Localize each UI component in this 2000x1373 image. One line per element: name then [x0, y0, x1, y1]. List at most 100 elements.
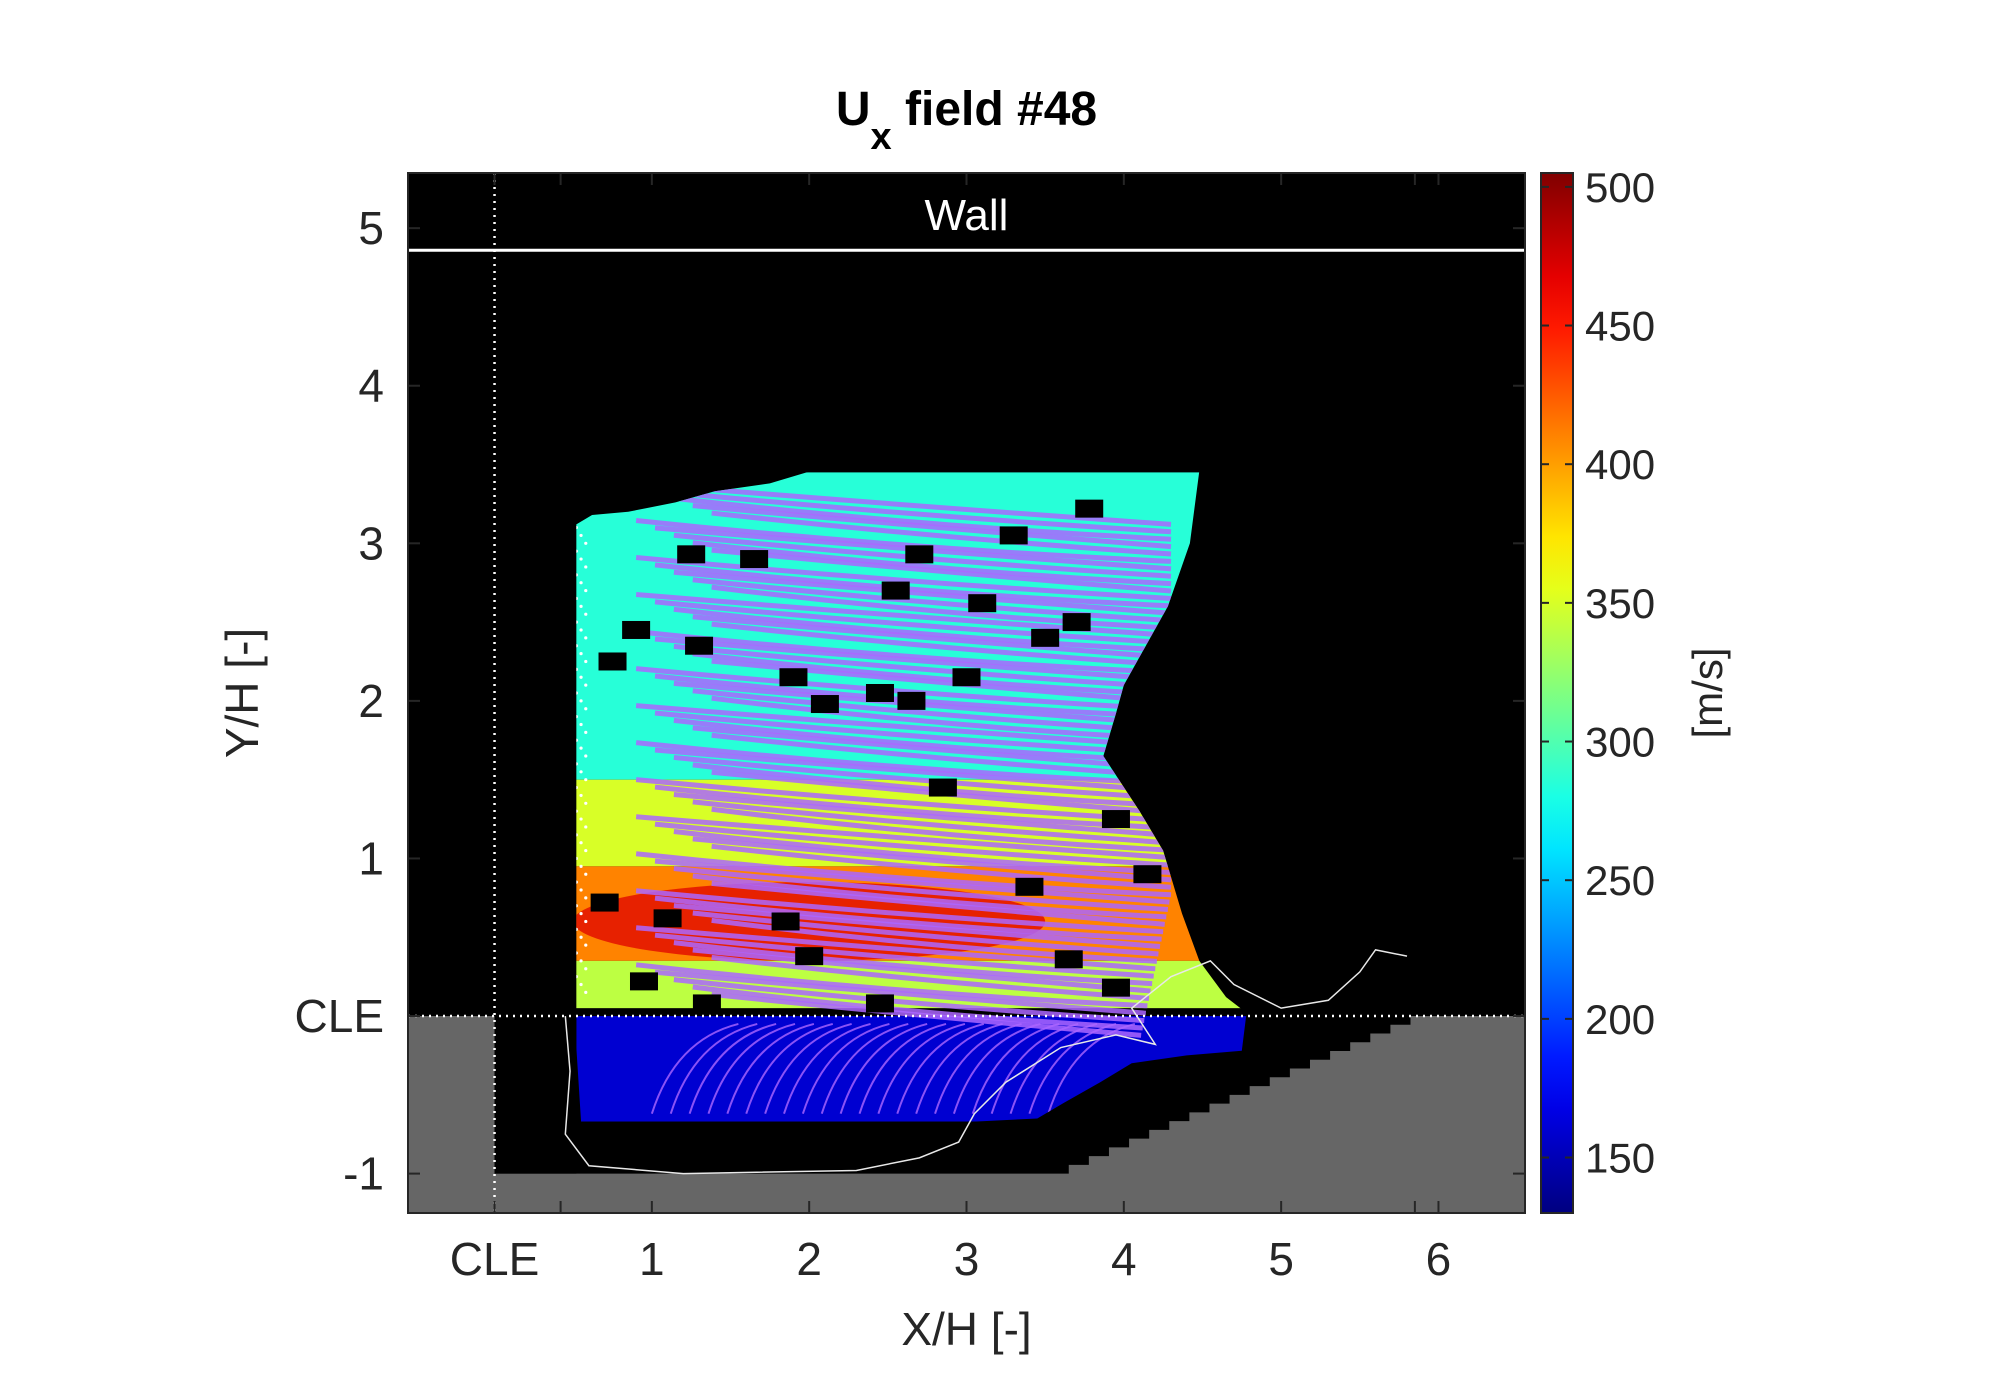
streamline	[635, 851, 1172, 898]
vector-dot	[576, 667, 578, 671]
streamline	[711, 510, 1172, 557]
x-tick-label: 5	[1268, 1233, 1294, 1285]
vector-dot	[579, 935, 583, 939]
vector-dot	[584, 967, 588, 971]
vector-dot	[584, 683, 588, 687]
recirculation-streamline	[858, 1022, 947, 1115]
recirculation-streamline	[971, 1022, 1060, 1115]
vector-dot	[579, 628, 583, 632]
y-axis-ticks: -1 CLE 1 2 3 4 5	[295, 202, 1525, 1200]
dropout	[928, 778, 957, 797]
recirculation-streamline	[1009, 1022, 1098, 1115]
dropout	[771, 912, 800, 931]
vector-dot	[579, 557, 583, 561]
streamline	[673, 606, 1172, 653]
dropout	[897, 691, 926, 710]
vector-dot	[576, 596, 578, 601]
streamline	[654, 932, 1154, 979]
vector-dot	[579, 888, 583, 892]
streamline	[635, 777, 1172, 824]
cavity-gap	[494, 1016, 577, 1174]
vector-dot	[579, 912, 583, 916]
streamline	[692, 799, 1172, 846]
streamline	[654, 784, 1172, 831]
dropout	[865, 684, 894, 702]
streamline	[654, 710, 1172, 757]
recirculation-streamline	[952, 1022, 1041, 1115]
streamline	[692, 984, 1143, 1031]
colorbar-tick-label: 250	[1585, 857, 1655, 904]
recirculation-streamline	[1047, 1022, 1136, 1115]
streamline	[673, 569, 1172, 616]
streamline	[711, 584, 1172, 631]
streamline	[692, 873, 1167, 920]
vector-dot	[576, 785, 578, 790]
streamline	[654, 969, 1147, 1016]
streamline	[692, 947, 1151, 994]
dropout	[968, 594, 997, 613]
shock-contour	[564, 949, 1408, 1175]
streamline	[692, 688, 1172, 735]
vector-dot	[576, 833, 578, 837]
dropout	[810, 695, 839, 714]
streamline	[654, 895, 1162, 942]
streamline	[692, 910, 1159, 957]
colorbar-tick-label: 150	[1585, 1135, 1655, 1182]
vector-dot	[576, 951, 578, 955]
dropout	[590, 893, 619, 912]
vector-dot	[576, 691, 578, 695]
dropout	[1101, 810, 1130, 829]
y-tick-label: CLE	[295, 990, 384, 1042]
dropout	[999, 526, 1028, 545]
dropout	[1133, 865, 1162, 884]
dropout	[795, 947, 824, 966]
vector-dot	[579, 770, 583, 774]
vector-dot	[579, 959, 583, 963]
vector-dot	[579, 864, 583, 868]
colorbar-tick-label: 300	[1585, 719, 1655, 766]
vector-dot	[579, 841, 583, 845]
streamline	[673, 754, 1172, 801]
recirculation-streamline	[783, 1022, 871, 1115]
streamline	[635, 592, 1172, 638]
dropout	[692, 994, 721, 1013]
streamline	[673, 829, 1172, 875]
vector-dot	[576, 549, 578, 553]
streamline	[692, 725, 1172, 772]
streamline	[635, 703, 1172, 750]
dropout	[1062, 613, 1091, 632]
vector-dot	[576, 975, 578, 979]
vector-dot	[584, 943, 588, 947]
vector-dot	[579, 699, 583, 703]
y-tick-label: 4	[358, 360, 384, 412]
dropout	[779, 668, 808, 687]
x-tick-label: 1	[639, 1233, 665, 1285]
x-axis-label: X/H [-]	[901, 1303, 1031, 1355]
recirculation-streamline	[839, 1022, 928, 1115]
vector-dot	[579, 793, 583, 798]
vector-dot	[579, 982, 583, 987]
dropout	[1101, 978, 1130, 997]
y-tick-label: 1	[358, 832, 384, 884]
y-tick-label: 3	[358, 517, 384, 569]
recirculation-streamline	[934, 1022, 1022, 1115]
recirculation-streamline	[688, 1022, 777, 1115]
vector-dot	[584, 588, 588, 593]
dropout	[598, 652, 627, 671]
colorbar-ticks: 150 200 250 300 350 400 450 500	[1541, 164, 1655, 1182]
streamline	[654, 599, 1172, 646]
recirculation-streamline	[896, 1022, 985, 1115]
streamline	[635, 925, 1156, 972]
vector-dot	[579, 746, 583, 750]
x-tick-label: 3	[954, 1233, 980, 1285]
dropout	[629, 972, 658, 991]
vector-dot	[584, 919, 588, 924]
dropout	[685, 636, 714, 655]
chart-title-sub: x	[871, 116, 892, 158]
x-tick-label: 2	[796, 1233, 822, 1285]
streamline	[635, 814, 1172, 861]
streamline	[692, 577, 1172, 624]
streamline	[673, 866, 1169, 913]
vector-dot	[576, 738, 578, 742]
streamline	[654, 747, 1172, 794]
